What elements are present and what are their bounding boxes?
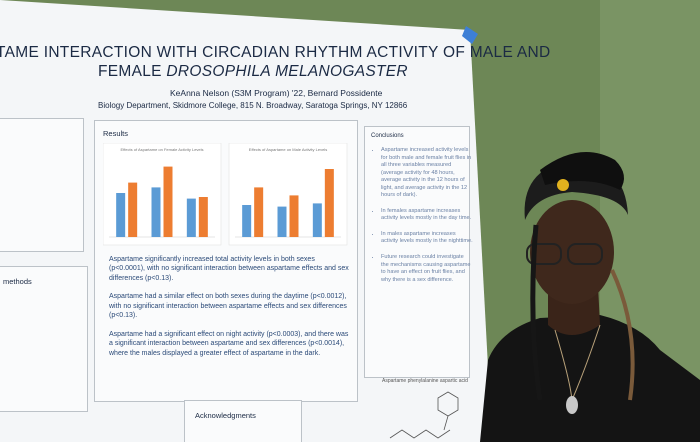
bar bbox=[198, 197, 208, 237]
conclusions-heading: Conclusions bbox=[371, 133, 404, 139]
results-charts: Effects of Aspartame on Female Activity … bbox=[103, 143, 348, 246]
affiliation: Biology Department, Skidmore College, 81… bbox=[98, 101, 408, 110]
acknowledgments-box: Acknowledgments bbox=[184, 400, 302, 442]
braid bbox=[610, 269, 635, 401]
results-heading: Results bbox=[103, 129, 129, 138]
pin bbox=[462, 26, 478, 44]
methods-heading: methods bbox=[3, 277, 32, 286]
conclusion-item: In males aspartame increases activity le… bbox=[381, 231, 473, 246]
braid bbox=[530, 224, 543, 401]
intro-box bbox=[0, 118, 84, 252]
title-text: FEMALE bbox=[98, 63, 167, 80]
results-paragraph: Aspartame had a significant effect on ni… bbox=[109, 330, 349, 357]
face bbox=[530, 200, 614, 304]
conclusions-list: Aspartame increased activity levels for … bbox=[371, 147, 473, 292]
acknowledgments-heading: Acknowledgments bbox=[195, 411, 256, 420]
bar bbox=[242, 205, 252, 237]
bar bbox=[116, 193, 126, 237]
bar bbox=[151, 187, 161, 237]
title-species: DROSOPHILA MELANOGASTER bbox=[166, 63, 408, 80]
results-paragraph: Aspartame significantly increased total … bbox=[109, 256, 349, 282]
results-box: Results Effects of Aspartame on Female A… bbox=[94, 120, 358, 402]
results-text: Aspartame significantly increased total … bbox=[109, 255, 349, 367]
bar bbox=[324, 169, 334, 237]
conclusion-item: In females aspartame increases activity … bbox=[381, 208, 473, 223]
bar bbox=[289, 195, 299, 237]
pendant bbox=[566, 396, 578, 414]
bar bbox=[186, 198, 196, 237]
conclusions-box: Conclusions Aspartame increased activity… bbox=[364, 126, 473, 378]
methods-box: methods bbox=[0, 266, 88, 412]
molecule-diagram bbox=[389, 391, 459, 439]
glasses bbox=[526, 243, 562, 265]
flower bbox=[557, 179, 569, 191]
bar bbox=[128, 182, 138, 237]
glasses bbox=[567, 243, 603, 265]
conclusion-item: Aspartame increased activity levels for … bbox=[381, 147, 473, 200]
molecule-caption: Aspartame phenylalanine aspartic acid bbox=[382, 378, 468, 384]
authors: KeAnna Nelson (S3M Program) '22, Bernard… bbox=[170, 88, 383, 98]
bar bbox=[312, 203, 322, 237]
bar bbox=[163, 166, 173, 237]
bar bbox=[254, 187, 264, 237]
chart-title: Effects of Aspartame on Female Activity … bbox=[120, 147, 203, 152]
bar bbox=[277, 206, 287, 237]
conclusion-item: Future research could investigate the me… bbox=[381, 254, 473, 284]
results-paragraph: Aspartame had a similar effect on both s… bbox=[109, 293, 347, 320]
poster-title: FEMALE DROSOPHILA MELANOGASTER bbox=[98, 63, 408, 81]
chart-title: Effects of Aspartame on Male Activity Le… bbox=[249, 147, 327, 152]
poster-title: TAME INTERACTION WITH CIRCADIAN RHYTHM A… bbox=[0, 44, 551, 61]
